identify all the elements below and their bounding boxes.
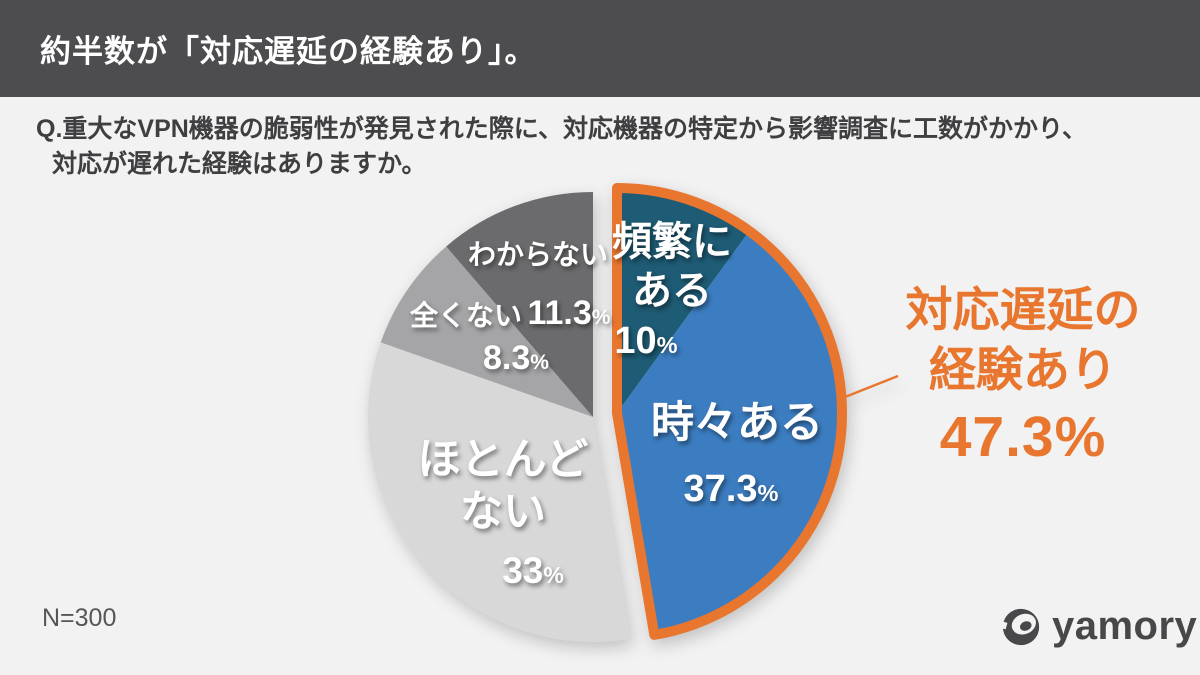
callout-line2: 経験あり: [929, 342, 1117, 396]
slice-label-dont-know: わからない: [467, 239, 608, 270]
percent-value: 8.3: [482, 339, 531, 377]
slice-percent-sometimes: 37.3%: [641, 466, 821, 512]
survey-question: Q.重大なVPN機器の脆弱性が発見された際に、対応機器の特定から影響調査に工数が…: [36, 112, 1087, 181]
slice-percent-not-at-all: 8.3%: [456, 338, 576, 379]
survey-question-line1: Q.重大なVPN機器の脆弱性が発見された際に、対応機器の特定から影響調査に工数が…: [36, 115, 1088, 143]
percent-value: 33: [502, 550, 544, 591]
pie-slice: [617, 188, 750, 413]
percent-sign: %: [656, 332, 678, 358]
percent-value: 11.3: [527, 294, 592, 332]
yamory-logo-icon: [1000, 608, 1040, 645]
pie-slice: [380, 246, 593, 417]
brand-logo-text: yamory: [1052, 604, 1198, 648]
brand-logo: yamory: [1000, 604, 1197, 649]
slice-label-not-at-all: 全くない: [409, 300, 522, 331]
callout-value: 47.3%: [939, 405, 1107, 470]
percent-sign: %: [591, 306, 611, 329]
pie-slice: [617, 231, 843, 635]
header-bar: 約半数が「対応遅延の経験あり」。: [0, 0, 1200, 97]
percent-sign: %: [757, 480, 779, 506]
percent-sign: %: [543, 562, 564, 588]
page-title: 約半数が「対応遅延の経験あり」。: [40, 34, 537, 69]
slice-label-frequently: 頻繁に ある: [612, 220, 732, 313]
percent-value: 37.3: [683, 468, 758, 510]
callout-leader-line: [844, 374, 899, 399]
percent-value: 10: [614, 320, 657, 362]
slice-label-sometimes: 時々ある: [651, 399, 823, 447]
percent-sign: %: [530, 351, 549, 374]
slice-percent-dont-know: 11.3%: [509, 293, 629, 334]
highlight-callout: 対応遅延の 経験あり 47.3%: [858, 280, 1188, 474]
slice-label-rarely: ほとんど ない: [417, 436, 589, 537]
callout-line1: 対応遅延の: [905, 283, 1141, 336]
pie-slice: [446, 192, 593, 417]
pie-slice: [367, 342, 631, 642]
sample-size: N=300: [42, 604, 117, 632]
survey-question-line2: 対応が遅れた経験はありますか。: [52, 149, 427, 178]
slice-percent-rarely: 33%: [473, 548, 593, 593]
slice-percent-frequently: 10%: [586, 318, 706, 364]
highlight-outline: [612, 183, 847, 640]
